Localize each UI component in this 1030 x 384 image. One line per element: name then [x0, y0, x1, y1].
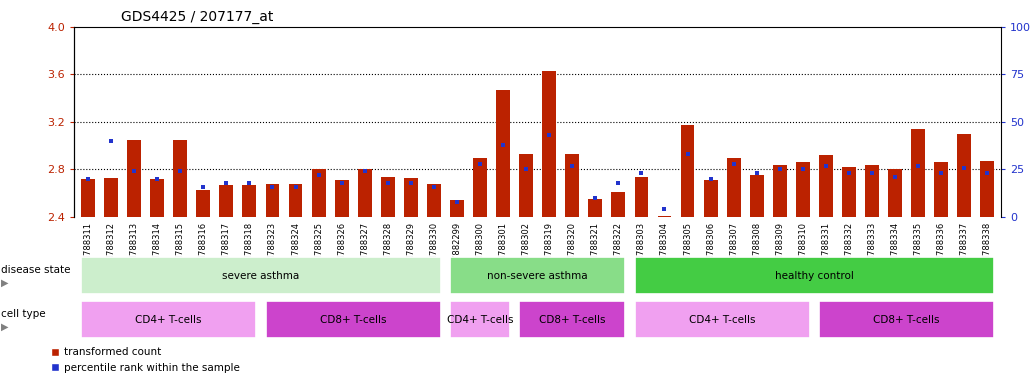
- Bar: [81, 179, 95, 217]
- Bar: [357, 169, 372, 217]
- Text: CD4+ T-cells: CD4+ T-cells: [136, 314, 202, 325]
- Bar: [634, 177, 648, 217]
- Bar: [104, 178, 118, 217]
- Bar: [772, 165, 787, 217]
- Bar: [981, 161, 994, 217]
- Bar: [312, 169, 325, 217]
- Text: ▶: ▶: [1, 321, 8, 332]
- Bar: [473, 157, 487, 217]
- Bar: [242, 185, 256, 217]
- Bar: [450, 200, 464, 217]
- Bar: [173, 140, 187, 217]
- Bar: [843, 167, 856, 217]
- Bar: [404, 178, 418, 217]
- Bar: [865, 165, 879, 217]
- Bar: [288, 184, 303, 217]
- Text: non-severe asthma: non-severe asthma: [487, 270, 588, 281]
- Bar: [565, 154, 579, 217]
- Bar: [381, 177, 394, 217]
- Bar: [127, 140, 141, 217]
- Bar: [612, 192, 625, 217]
- Bar: [727, 157, 741, 217]
- Text: disease state: disease state: [1, 265, 70, 275]
- Bar: [957, 134, 971, 217]
- Text: cell type: cell type: [1, 309, 45, 319]
- Bar: [266, 184, 279, 217]
- Text: CD4+ T-cells: CD4+ T-cells: [447, 314, 513, 325]
- Bar: [150, 179, 164, 217]
- Bar: [427, 184, 441, 217]
- Text: CD8+ T-cells: CD8+ T-cells: [539, 314, 606, 325]
- Bar: [542, 71, 556, 217]
- Bar: [657, 216, 672, 217]
- Bar: [681, 126, 694, 217]
- Legend: transformed count, percentile rank within the sample: transformed count, percentile rank withi…: [46, 343, 244, 377]
- Bar: [888, 169, 902, 217]
- Bar: [912, 129, 925, 217]
- Bar: [219, 185, 233, 217]
- Bar: [819, 155, 833, 217]
- Text: GDS4425 / 207177_at: GDS4425 / 207177_at: [121, 10, 273, 25]
- Bar: [335, 180, 348, 217]
- Bar: [197, 190, 210, 217]
- Bar: [519, 154, 534, 217]
- Text: ▶: ▶: [1, 277, 8, 288]
- Bar: [703, 180, 718, 217]
- Text: CD4+ T-cells: CD4+ T-cells: [689, 314, 755, 325]
- Bar: [750, 175, 763, 217]
- Bar: [496, 90, 510, 217]
- Text: CD8+ T-cells: CD8+ T-cells: [873, 314, 939, 325]
- Text: healthy control: healthy control: [775, 270, 854, 281]
- Bar: [796, 162, 810, 217]
- Bar: [588, 199, 603, 217]
- Bar: [934, 162, 949, 217]
- Text: severe asthma: severe asthma: [222, 270, 300, 281]
- Text: CD8+ T-cells: CD8+ T-cells: [320, 314, 386, 325]
